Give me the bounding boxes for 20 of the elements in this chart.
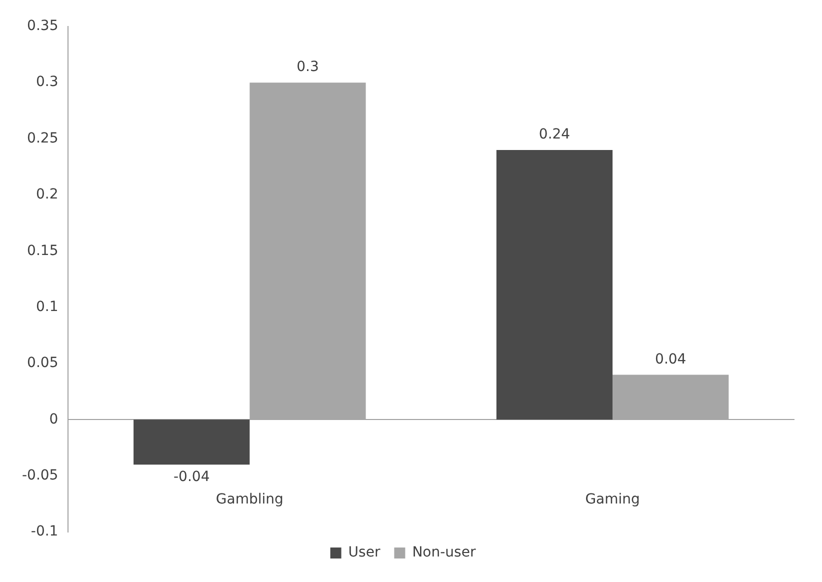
y-tick-label: -0.1 xyxy=(30,524,58,540)
y-tick-label: 0.15 xyxy=(27,242,58,259)
bar xyxy=(134,420,250,465)
legend-label: Non-user xyxy=(412,544,476,561)
y-tick-label: 0 xyxy=(49,411,58,428)
bar xyxy=(496,150,613,420)
x-tick-label: Gaming xyxy=(585,492,640,508)
data-label: 0.24 xyxy=(538,126,570,143)
y-tick-label: 0.2 xyxy=(36,186,58,203)
y-tick-label: 0.05 xyxy=(27,355,58,372)
y-tick-label: 0.3 xyxy=(36,74,58,90)
y-tick-label: 0.35 xyxy=(27,18,58,34)
data-label: 0.04 xyxy=(655,351,686,368)
data-label: -0.04 xyxy=(173,469,210,486)
legend-label: User xyxy=(348,544,380,561)
y-tick-label: 0.1 xyxy=(36,298,58,315)
y-tick-label: -0.05 xyxy=(22,467,58,484)
y-tick-label: 0.25 xyxy=(27,130,58,146)
x-tick-label: Gambling xyxy=(216,492,284,508)
data-label: 0.3 xyxy=(296,59,319,76)
